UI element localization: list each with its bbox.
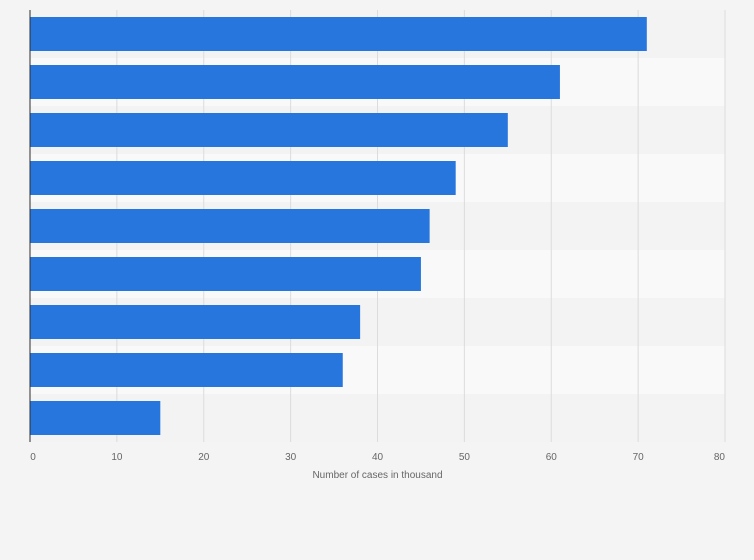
bar — [30, 17, 647, 51]
x-tick-label: 60 — [546, 452, 558, 463]
x-tick-label: 10 — [111, 452, 123, 463]
x-tick-label: 20 — [198, 452, 210, 463]
bar — [30, 257, 421, 291]
bar — [30, 401, 161, 435]
bar — [30, 305, 361, 339]
bar — [30, 65, 560, 99]
x-tick-label: 70 — [633, 452, 645, 463]
bars — [30, 17, 647, 435]
x-tick-label: 30 — [285, 452, 297, 463]
bar — [30, 353, 343, 387]
x-tick-labels: 0 10 20 30 40 50 60 70 80 — [30, 452, 725, 463]
x-tick-label: 50 — [459, 452, 471, 463]
bar — [30, 113, 508, 147]
x-tick-label: 40 — [372, 452, 384, 463]
x-tick-label: 0 — [30, 452, 36, 463]
bar — [30, 209, 430, 243]
x-tick-label: 80 — [714, 452, 726, 463]
bar — [30, 161, 456, 195]
x-axis-label: Number of cases in thousand — [312, 470, 442, 481]
